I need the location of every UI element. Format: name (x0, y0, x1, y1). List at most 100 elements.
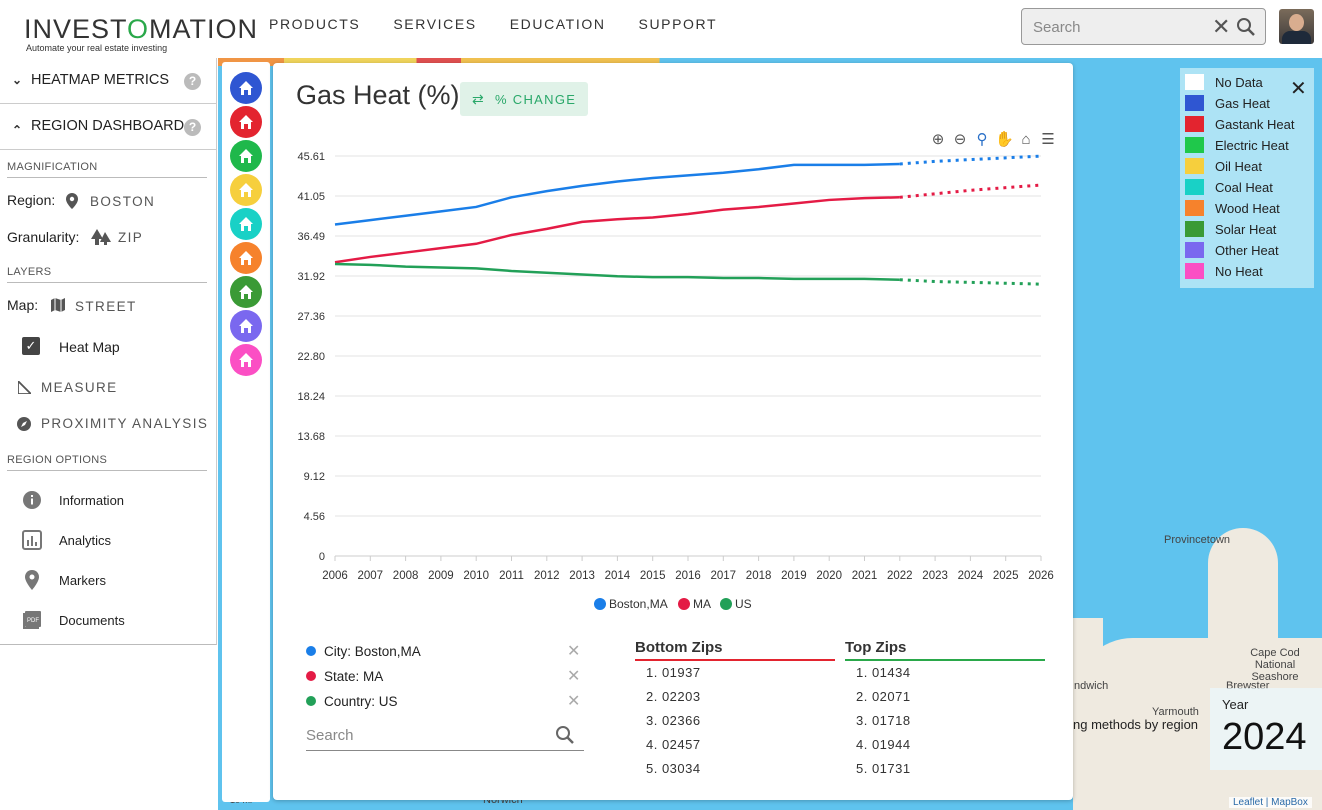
avatar[interactable] (1279, 9, 1314, 44)
remove-icon[interactable]: ✕ (567, 643, 581, 660)
list-item[interactable]: 5. 01731 (856, 761, 911, 776)
granularity-label: Granularity: (7, 229, 80, 245)
heat-type-button[interactable] (230, 208, 262, 240)
reset-home-icon[interactable]: ⌂ (1021, 131, 1031, 148)
zoom-out-icon[interactable]: ⊖ (953, 131, 967, 148)
heat-type-button[interactable] (230, 174, 262, 206)
region-dashboard-title: REGION DASHBOARD (31, 118, 185, 134)
home-icon (239, 149, 253, 163)
map-icon (51, 298, 65, 315)
option-information[interactable]: Information (59, 493, 125, 508)
list-item[interactable]: 3. 01718 (856, 713, 911, 728)
home-icon (239, 285, 253, 299)
list-item[interactable]: 1. 01434 (856, 665, 911, 680)
y-tick-label: 31.92 (297, 271, 325, 283)
series-forecast-line (899, 154, 1042, 166)
legend-dot (720, 598, 732, 610)
selection-item[interactable]: Country: US (306, 694, 398, 709)
measure-button[interactable]: MEASURE (41, 380, 118, 395)
sidebar: ⌄ HEATMAP METRICS ? ⌃ REGION DASHBOARD ?… (0, 58, 217, 645)
series-color-dot (306, 646, 316, 656)
search-icon[interactable] (555, 725, 575, 745)
logo[interactable]: INVESTOMATION Automate your real estate … (24, 14, 258, 53)
heat-type-button[interactable] (230, 140, 262, 172)
compass-icon (17, 417, 31, 434)
heat-type-buttons (222, 62, 270, 802)
region-dashboard-toggle[interactable]: ⌃ REGION DASHBOARD ? (0, 104, 217, 150)
bottom-zips-title: Bottom Zips (635, 639, 835, 661)
x-tick-label: 2014 (605, 570, 631, 582)
heat-type-button[interactable] (230, 310, 262, 342)
legend-label: MA (693, 597, 711, 611)
zoom-select-icon[interactable]: ⚲ (976, 131, 988, 148)
heat-type-button[interactable] (230, 242, 262, 274)
legend-swatch (1185, 137, 1204, 153)
list-item[interactable]: 1. 01937 (646, 665, 701, 680)
heatmap-checkbox[interactable]: ✓ (22, 337, 40, 355)
granularity-value[interactable]: ZIP (118, 230, 144, 245)
clear-icon[interactable]: ✕ (1212, 14, 1231, 39)
home-icon (239, 81, 253, 95)
heat-type-button[interactable] (230, 72, 262, 104)
search-icon[interactable] (1236, 17, 1256, 37)
nav-support[interactable]: SUPPORT (638, 16, 718, 32)
list-item[interactable]: 2. 02071 (856, 689, 911, 704)
menu-icon[interactable]: ☰ (1041, 131, 1055, 148)
year-label: Year (1222, 697, 1249, 712)
map-value[interactable]: STREET (75, 299, 137, 314)
option-analytics[interactable]: Analytics (59, 533, 112, 548)
list-item[interactable]: 3. 02366 (646, 713, 701, 728)
home-icon (239, 319, 253, 333)
heat-type-button[interactable] (230, 106, 262, 138)
close-icon[interactable]: ✕ (1290, 78, 1307, 100)
heatmap-metrics-toggle[interactable]: ⌄ HEATMAP METRICS ? (0, 58, 217, 104)
region-value[interactable]: BOSTON (90, 194, 156, 209)
option-documents[interactable]: Documents (59, 613, 125, 628)
x-tick-label: 2022 (887, 570, 913, 582)
magnification-label: MAGNIFICATION (7, 161, 98, 173)
legend-swatch (1185, 74, 1204, 90)
zoom-in-icon[interactable]: ⊕ (931, 131, 945, 148)
proximity-analysis-button[interactable]: PROXIMITY ANALYSIS (41, 416, 209, 431)
list-item[interactable]: 5. 03034 (646, 761, 701, 776)
heat-type-button[interactable] (230, 276, 262, 308)
list-item[interactable]: 4. 02457 (646, 737, 701, 752)
percent-change-button[interactable]: ⇄ % CHANGE (460, 82, 589, 116)
selection-item[interactable]: City: Boston,MA (306, 644, 421, 659)
legend-label: Wood Heat (1215, 201, 1280, 216)
search-input[interactable]: Search ✕ (1021, 8, 1266, 45)
list-item[interactable]: 2. 02203 (646, 689, 701, 704)
list-item[interactable]: 4. 01944 (856, 737, 911, 752)
top-zips: Top Zips 1. 01434 2. 02071 3. 01718 4. 0… (845, 639, 1045, 781)
y-tick-label: 36.49 (297, 231, 325, 243)
option-markers[interactable]: Markers (59, 573, 106, 588)
selection-label: City: Boston,MA (324, 644, 421, 659)
heat-type-button[interactable] (230, 344, 262, 376)
selection-label: State: MA (324, 669, 384, 684)
legend-label: Oil Heat (1215, 159, 1262, 174)
heatmap-metrics-title: HEATMAP METRICS (31, 72, 170, 88)
series-forecast-line (899, 183, 1042, 199)
help-icon[interactable]: ? (184, 73, 201, 90)
measure-icon (17, 378, 34, 397)
pan-icon[interactable]: ✋ (995, 131, 1014, 148)
nav-education[interactable]: EDUCATION (509, 16, 606, 32)
legend-swatch (1185, 95, 1204, 111)
remove-icon[interactable]: ✕ (567, 693, 581, 710)
legend-swatch (1185, 242, 1204, 258)
remove-icon[interactable]: ✕ (567, 668, 581, 685)
nav-products[interactable]: PRODUCTS (269, 16, 361, 32)
map-attribution[interactable]: Leaflet | MapBox (1229, 797, 1312, 808)
y-tick-label: 18.24 (297, 391, 325, 403)
selection-item[interactable]: State: MA (306, 669, 383, 684)
heatmap-label[interactable]: Heat Map (59, 339, 120, 355)
marker-icon (25, 570, 39, 590)
region-search-input[interactable]: Search (306, 723, 584, 751)
x-tick-label: 2023 (922, 570, 948, 582)
help-icon[interactable]: ? (184, 119, 201, 136)
avatar-body (1282, 31, 1311, 44)
chevron-up-icon: ⌃ (12, 123, 23, 137)
region-options-label: REGION OPTIONS (7, 454, 108, 466)
legend-label: No Heat (1215, 264, 1263, 279)
nav-services[interactable]: SERVICES (393, 16, 477, 32)
